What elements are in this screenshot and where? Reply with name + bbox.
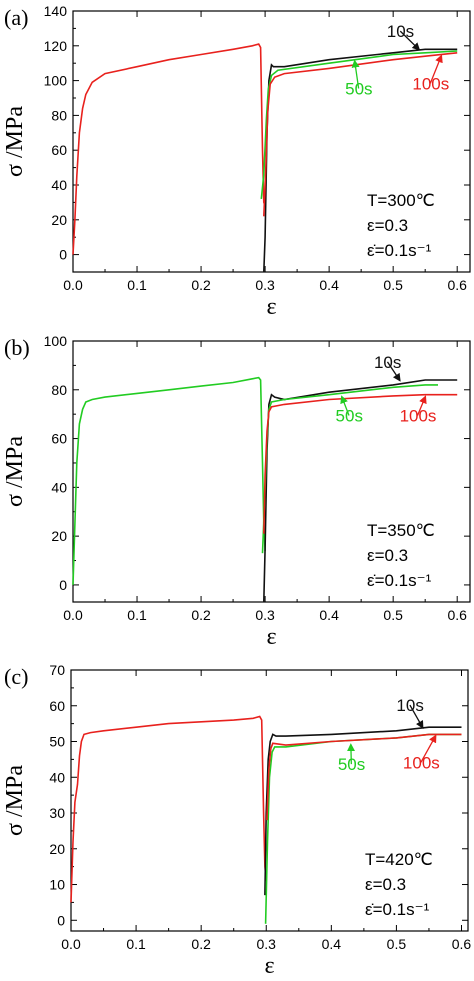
condition-text: ε=0.3	[367, 546, 408, 565]
panel-label: (b)	[4, 335, 30, 360]
annotation-label-100s: 100s	[403, 753, 440, 772]
x-tick-label: 0.1	[127, 607, 147, 623]
annotation-arrow	[340, 395, 350, 416]
x-tick-label: 0.5	[383, 277, 403, 293]
x-tick-label: 0.0	[61, 936, 81, 952]
x-axis-title: ε	[264, 953, 274, 979]
x-tick-label: 0.6	[452, 936, 472, 952]
annotation-arrow	[399, 30, 421, 51]
x-tick-label: 0.0	[63, 607, 83, 623]
y-tick-label: 60	[51, 142, 67, 158]
x-tick-label: 0.5	[387, 936, 407, 952]
first-stage-line	[70, 715, 267, 903]
x-tick-label: 0.6	[447, 607, 467, 623]
y-tick-label: 60	[49, 698, 65, 714]
y-tick-label: 80	[51, 382, 67, 398]
y-tick-label: 40	[51, 177, 67, 193]
series-line-100s	[263, 393, 458, 534]
series-line-10s	[263, 379, 458, 603]
condition-text: ε̇=0.1s⁻¹	[365, 900, 430, 919]
x-axis-title: ε	[266, 624, 276, 650]
annotation-arrow	[351, 59, 360, 89]
annotation-arrow	[409, 704, 424, 729]
condition-text: ε=0.3	[365, 875, 406, 894]
y-tick-label: 30	[49, 805, 65, 821]
series-line-10s	[264, 726, 462, 896]
x-tick-label: 0.2	[191, 277, 211, 293]
plot-frame	[72, 10, 471, 273]
condition-text: T=300℃	[367, 191, 435, 210]
y-tick-label: 60	[51, 431, 67, 447]
condition-text: ε=0.3	[367, 216, 408, 235]
first-stage-line	[72, 376, 266, 585]
y-tick-label: 0	[59, 577, 67, 593]
series-line-100s	[266, 733, 462, 821]
annotation-arrow	[429, 54, 443, 84]
first-stage-line	[72, 43, 266, 255]
x-tick-label: 0.4	[322, 936, 342, 952]
annotation-label-50s: 50s	[345, 80, 372, 99]
y-tick-label: 120	[44, 38, 68, 54]
y-tick-label: 20	[51, 212, 67, 228]
y-axis-title: σ /MPa	[2, 765, 28, 836]
y-tick-label: 0	[59, 247, 67, 263]
annotation-label-100s: 100s	[412, 74, 449, 93]
condition-text: T=350℃	[367, 521, 435, 540]
y-tick-label: 0	[57, 912, 65, 928]
x-axis-title: ε	[266, 294, 276, 320]
y-tick-label: 20	[51, 528, 67, 544]
annotation-label-50s: 50s	[336, 406, 363, 425]
annotation-arrow	[386, 361, 401, 382]
x-tick-label: 0.4	[319, 607, 339, 623]
x-tick-label: 0.1	[126, 936, 146, 952]
y-tick-label: 100	[44, 73, 68, 89]
y-tick-label: 10	[49, 877, 65, 893]
y-axis-title: σ /MPa	[2, 436, 28, 507]
condition-text: ε̇=0.1s⁻¹	[367, 571, 432, 590]
annotation-label-100s: 100s	[400, 406, 437, 425]
x-tick-label: 0.3	[255, 277, 275, 293]
condition-text: T=420℃	[365, 850, 433, 869]
series-line-100s	[263, 52, 458, 217]
x-tick-label: 0.5	[383, 607, 403, 623]
panel-label: (c)	[4, 664, 28, 689]
x-tick-label: 0.6	[447, 277, 467, 293]
chart-panel-1: 0.0 0.1 0.2 0.3 0.4 0.5 0.6 0 20 40 60 80 100 120 140 (…	[2, 3, 471, 320]
y-tick-label: 140	[44, 3, 68, 19]
y-axis-title: σ /MPa	[2, 106, 28, 177]
plot-frame	[70, 669, 469, 932]
y-tick-label: 50	[49, 734, 65, 750]
x-tick-label: 0.3	[257, 936, 277, 952]
x-tick-label: 0.2	[191, 936, 211, 952]
x-tick-label: 0.3	[255, 607, 275, 623]
annotation-arrow	[416, 395, 427, 416]
chart-panel-3: 0.0 0.1 0.2 0.3 0.4 0.5 0.6 0 10 20 30 40 50 60 70 (c) ε…	[2, 662, 471, 979]
y-tick-label: 40	[49, 769, 65, 785]
plot-frame	[72, 340, 471, 603]
y-tick-label: 70	[49, 662, 65, 678]
y-tick-label: 80	[51, 107, 67, 123]
y-tick-label: 40	[51, 479, 67, 495]
chart-panel-2: 0.0 0.1 0.2 0.3 0.4 0.5 0.6 0 20 40 60 80 100 (b) ε σ /…	[2, 333, 471, 650]
condition-text: ε̇=0.1s⁻¹	[367, 241, 432, 260]
series-line-50s	[260, 50, 458, 199]
x-tick-label: 0.2	[191, 607, 211, 623]
annotation-label-50s: 50s	[338, 755, 365, 774]
annotation-arrow	[420, 734, 437, 763]
y-tick-label: 20	[49, 841, 65, 857]
x-tick-label: 0.4	[319, 277, 339, 293]
x-tick-label: 0.0	[63, 277, 83, 293]
y-tick-label: 100	[44, 333, 68, 349]
panel-label: (a)	[4, 5, 28, 30]
x-tick-label: 0.1	[127, 277, 147, 293]
